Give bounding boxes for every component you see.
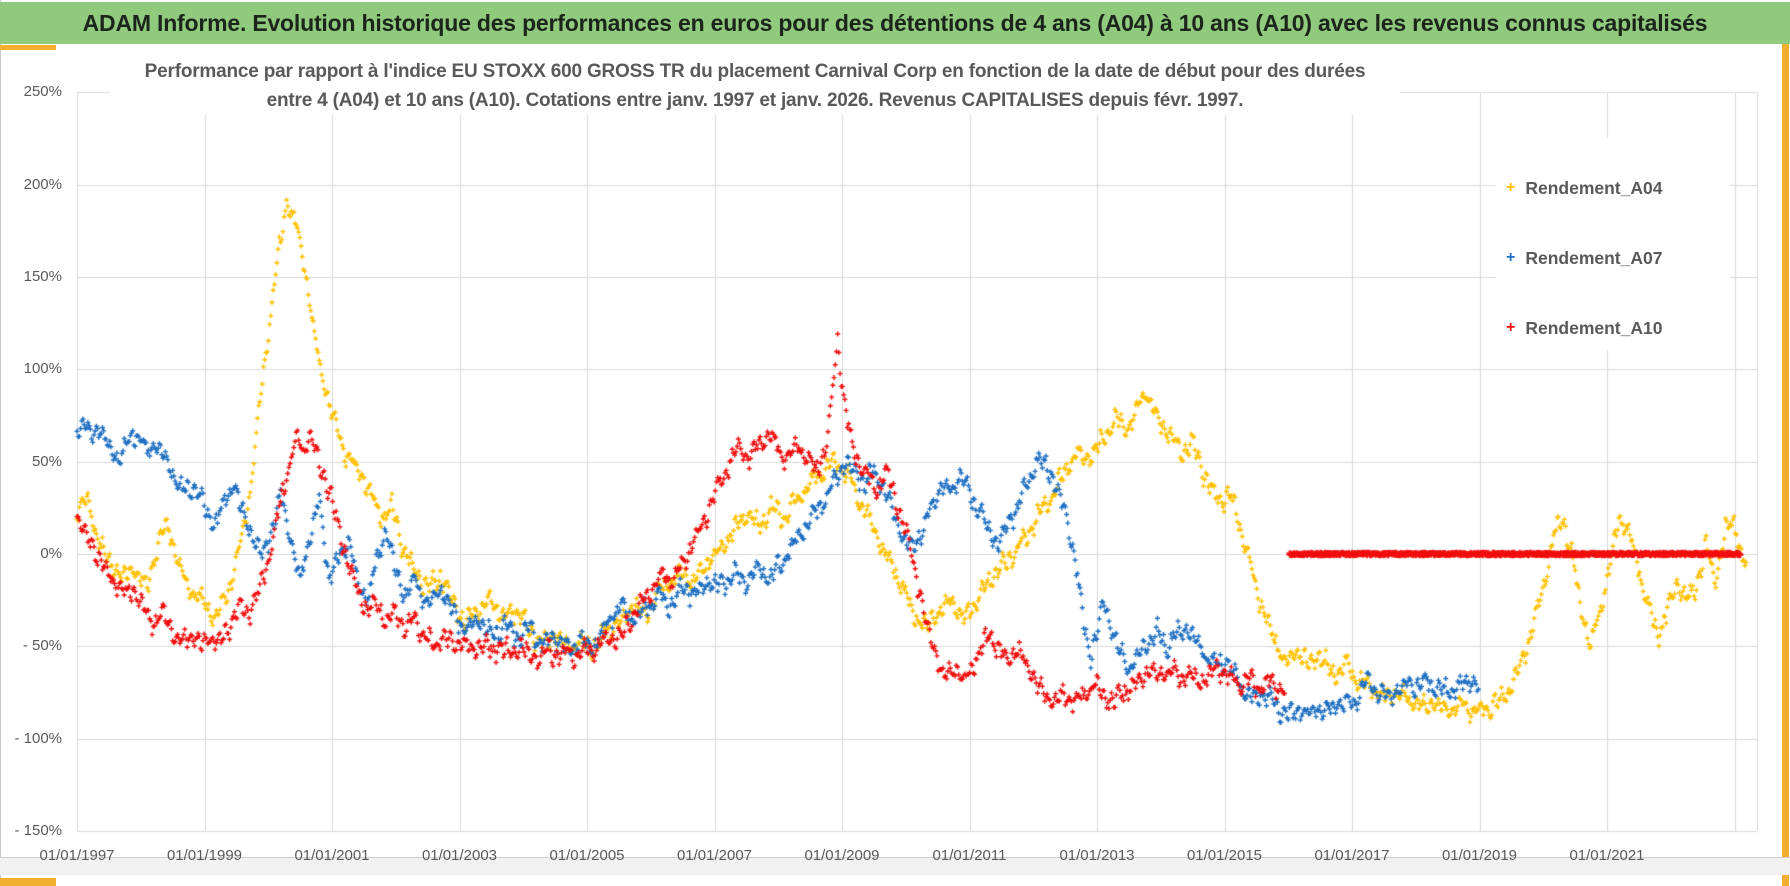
gold-accent-top-left xyxy=(0,45,56,50)
legend-item-rendement_a10[interactable]: + Rendement_A10 xyxy=(1506,316,1662,340)
x-tick-label: 01/01/2007 xyxy=(676,847,753,864)
x-tick-label: 01/01/2019 xyxy=(1441,847,1518,864)
chart-title-line2: entre 4 (A04) et 10 ans (A10). Cotations… xyxy=(266,90,1244,111)
window-left-border xyxy=(0,0,1,886)
header-title-bar: ADAM Informe. Evolution historique des p… xyxy=(0,2,1790,44)
x-tick-label: 01/01/2021 xyxy=(1569,847,1645,864)
x-tick-label: 01/01/1999 xyxy=(166,847,243,864)
plus-marker-icon: + xyxy=(1506,179,1516,196)
y-tick-label: 50% xyxy=(31,452,62,470)
chart-title: Performance par rapport à l'indice EU ST… xyxy=(110,57,1400,115)
legend-label: Rendement_A10 xyxy=(1525,317,1663,338)
x-tick-label: 01/01/2017 xyxy=(1314,847,1390,864)
x-tick-label: 01/01/2005 xyxy=(549,847,625,864)
legend-label: Rendement_A04 xyxy=(1525,177,1663,198)
gold-accent-right-edge xyxy=(1782,44,1789,886)
x-tick-label: 01/01/2001 xyxy=(294,847,370,864)
y-tick-label: - 150% xyxy=(14,821,62,839)
chart-title-line1: Performance par rapport à l'indice EU ST… xyxy=(144,61,1366,82)
y-tick-label: 250% xyxy=(23,83,62,101)
legend-label: Rendement_A07 xyxy=(1525,247,1663,268)
chart-legend: + Rendement_A04 + Rendement_A07 + Rendement_A… xyxy=(1496,138,1730,350)
gold-accent-bottom-left xyxy=(0,878,56,886)
x-tick-label: 01/01/2015 xyxy=(1186,847,1263,864)
legend-item-rendement_a04[interactable]: + Rendement_A04 xyxy=(1506,176,1662,200)
y-tick-label: 0% xyxy=(40,545,62,562)
y-tick-label: 100% xyxy=(23,360,62,378)
y-tick-label: 200% xyxy=(23,175,62,193)
y-tick-label: 150% xyxy=(23,268,62,286)
x-tick-label: 01/01/2009 xyxy=(804,847,880,864)
plus-marker-icon: + xyxy=(1506,319,1516,336)
horizontal-scrollbar[interactable] xyxy=(0,857,1790,875)
x-tick-label: 01/01/2013 xyxy=(1059,847,1135,864)
y-tick-label: - 50% xyxy=(22,637,62,655)
page-title: ADAM Informe. Evolution historique des p… xyxy=(82,9,1708,36)
x-tick-label: 01/01/1997 xyxy=(39,847,115,864)
x-tick-label: 01/01/2011 xyxy=(932,847,1007,864)
plus-marker-icon: + xyxy=(1506,249,1516,266)
x-tick-label: 01/01/2003 xyxy=(421,847,498,864)
legend-item-rendement_a07[interactable]: + Rendement_A07 xyxy=(1506,246,1662,270)
y-tick-label: - 100% xyxy=(14,729,62,747)
